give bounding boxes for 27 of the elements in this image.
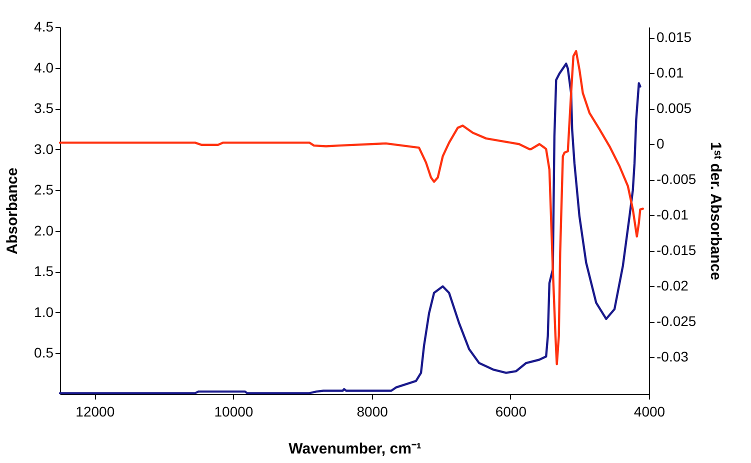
x-tick-label: 8000 [356,404,388,420]
y-tick-label: 2.5 [34,182,54,198]
y2-tick-label: -0.03 [656,348,689,365]
y-axis-title: Absorbance [4,168,22,254]
y2-tick-label: -0.015 [656,242,696,258]
y2-tick-label: -0.025 [656,313,696,330]
x-tick-label: 10000 [214,404,254,420]
y2-tick-label: 0.01 [656,64,684,81]
y2-tick-label: -0.02 [656,278,689,294]
y-tick-label: 4.0 [34,59,54,76]
y2-tick-label: 0 [656,136,664,152]
y2-tick-label: -0.005 [656,171,696,188]
y2-tick-label: -0.01 [656,206,689,223]
y2-tick-label: 0.015 [656,29,692,46]
y-tick-label: 2.0 [34,222,54,238]
y-tick-label: 0.5 [34,344,54,361]
x-tick-label: 6000 [495,404,527,420]
y-tick-label: 1.5 [34,263,54,280]
y-tick-label: 3.5 [34,100,54,116]
y2-axis-title: 1ˢᵗ der. Absorbance [707,142,724,280]
y-tick-label: 4.5 [34,18,54,34]
y2-tick-label: 0.005 [656,100,692,116]
x-tick-label: 12000 [76,404,115,420]
x-tick-label: 4000 [634,404,666,420]
y-tick-label: 3.0 [34,140,54,157]
x-axis-title: Wavenumber, cm⁻¹ [288,440,422,458]
y-tick-label: 1.0 [34,304,54,320]
